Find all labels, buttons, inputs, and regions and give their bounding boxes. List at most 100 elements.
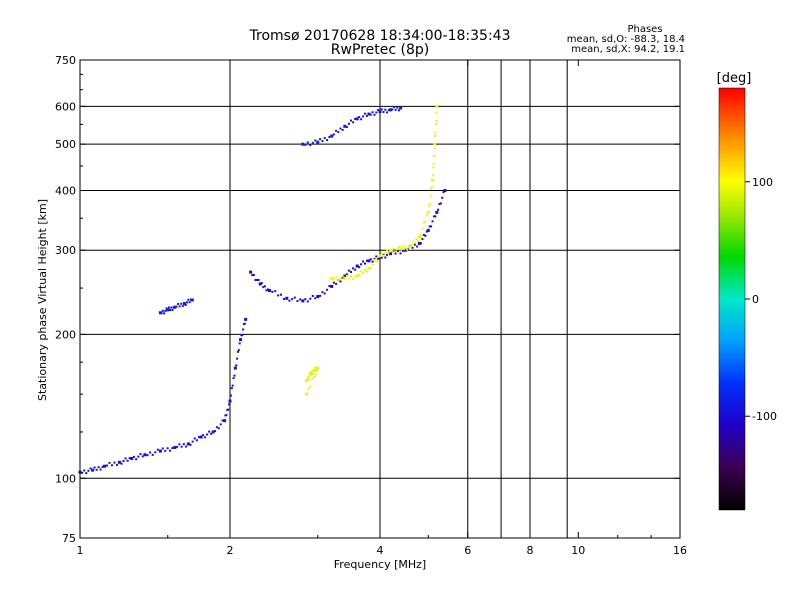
data-point-interp xyxy=(392,247,395,250)
data-point-interp xyxy=(350,275,353,278)
data-point-interp xyxy=(335,276,338,279)
data-point-interp xyxy=(120,462,123,465)
data-point-interp xyxy=(352,267,355,270)
data-point-interp xyxy=(235,364,238,367)
data-point-interp xyxy=(384,252,387,255)
data-point-interp xyxy=(431,220,434,223)
data-point-interp xyxy=(332,278,335,281)
data-point xyxy=(367,259,371,263)
colorbar-tick-label: -100 xyxy=(752,410,777,423)
data-point-interp xyxy=(204,436,207,439)
data-point xyxy=(435,210,439,214)
data-point-interp xyxy=(135,458,138,461)
data-point xyxy=(389,248,393,252)
data-point-interp xyxy=(394,250,397,253)
data-point-interp xyxy=(313,375,316,378)
y-tick-label: 400 xyxy=(55,184,76,197)
data-point xyxy=(417,235,421,239)
data-point xyxy=(367,112,371,116)
data-point-interp xyxy=(237,349,240,352)
data-point-interp xyxy=(277,294,280,297)
data-point-interp xyxy=(171,309,174,312)
data-point-interp xyxy=(160,312,163,315)
data-point-interp xyxy=(382,254,385,257)
data-point-interp xyxy=(225,414,228,417)
data-point-interp xyxy=(394,108,397,111)
data-point xyxy=(199,435,203,439)
data-point xyxy=(343,274,347,278)
chart-subtitle: RwPretec (8p) xyxy=(331,42,429,58)
data-point-interp xyxy=(365,259,368,262)
data-point-interp xyxy=(373,259,376,262)
data-point-interp xyxy=(352,277,355,280)
data-point-interp xyxy=(87,469,90,472)
data-point-interp xyxy=(407,246,410,249)
data-point-interp xyxy=(306,379,309,382)
data-point xyxy=(223,419,227,423)
data-point-interp xyxy=(339,280,342,283)
data-point-interp xyxy=(416,239,419,242)
data-point-interp xyxy=(335,129,338,132)
data-point xyxy=(130,456,134,460)
data-point-interp xyxy=(432,155,435,158)
data-point-interp xyxy=(217,427,220,430)
data-point-interp xyxy=(384,256,387,259)
y-axis-ticks: 75 100 200 300 400 500 600 750 xyxy=(55,54,680,545)
data-point-interp xyxy=(110,464,113,467)
data-point-interp xyxy=(311,370,314,373)
data-point xyxy=(408,245,412,249)
data-point-interp xyxy=(432,215,435,218)
data-point-interp xyxy=(164,449,167,452)
stats-line-o: mean, sd,O: -88.3, 18.4 xyxy=(567,34,685,45)
data-point-interp xyxy=(397,249,400,252)
data-point-interp xyxy=(323,292,326,295)
data-point-interp xyxy=(151,453,154,456)
data-point-interp xyxy=(314,366,317,369)
data-point-interp xyxy=(314,373,317,376)
data-point-interp xyxy=(416,245,419,248)
data-point xyxy=(239,338,243,342)
data-point-interp xyxy=(345,273,348,276)
data-point-interp xyxy=(266,288,269,291)
data-point xyxy=(267,289,271,293)
data-point-interp xyxy=(442,191,445,194)
y-tick-label: 200 xyxy=(55,328,76,341)
colorbar-tick-label: 0 xyxy=(752,293,759,306)
data-point xyxy=(355,117,359,121)
data-point-interp xyxy=(260,282,263,285)
data-point-interp xyxy=(227,408,230,411)
data-point-interp xyxy=(371,260,374,263)
data-point-interp xyxy=(132,455,135,458)
data-point-interp xyxy=(363,268,366,271)
data-point-interp xyxy=(396,106,399,109)
data-point-interp xyxy=(175,305,178,308)
data-point xyxy=(117,460,121,464)
chart-title: Tromsø 20170628 18:34:00-18:35:43 xyxy=(249,28,511,44)
data-point xyxy=(378,110,382,114)
data-point-interp xyxy=(215,426,218,429)
data-point-interp xyxy=(424,220,427,223)
y-tick-label: 600 xyxy=(55,100,76,113)
data-point-interp xyxy=(413,241,416,244)
data-point-interp xyxy=(176,445,179,448)
data-point-interp xyxy=(396,248,399,251)
data-point-interp xyxy=(434,134,437,137)
data-point-interp xyxy=(429,195,432,198)
data-point-interp xyxy=(263,285,266,288)
data-point-interp xyxy=(177,302,180,305)
data-point-interp xyxy=(397,246,400,249)
data-point-interp xyxy=(311,372,314,375)
data-point-interp xyxy=(428,205,431,208)
data-point xyxy=(308,372,312,376)
data-point-interp xyxy=(180,302,183,305)
data-point xyxy=(301,142,305,146)
data-point-interp xyxy=(314,369,317,372)
y-tick-label: 300 xyxy=(55,244,76,257)
data-point xyxy=(244,317,248,321)
data-point-interp xyxy=(438,203,441,206)
data-point-interp xyxy=(171,447,174,450)
data-point-interp xyxy=(321,140,324,143)
data-point-interp xyxy=(391,108,394,111)
data-point xyxy=(143,453,147,457)
data-point-interp xyxy=(365,270,368,273)
